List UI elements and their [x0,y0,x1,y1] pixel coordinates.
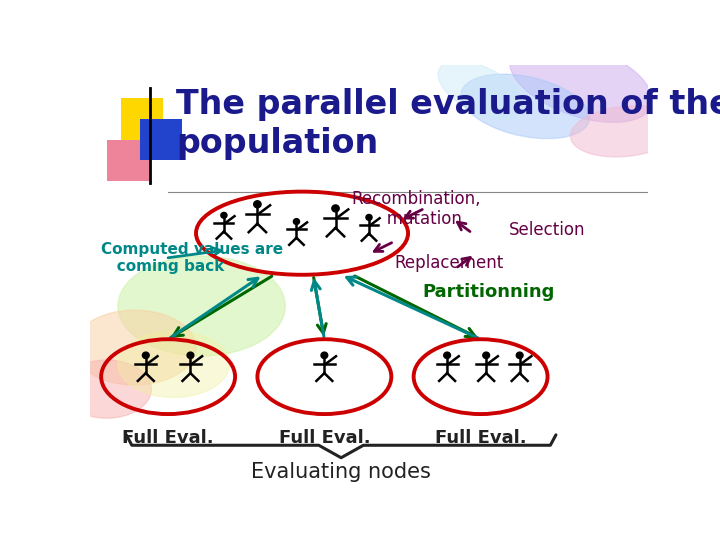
FancyBboxPatch shape [121,98,163,140]
Text: Evaluating nodes: Evaluating nodes [251,462,431,482]
Text: Recombination,
   mutation: Recombination, mutation [351,190,481,228]
Text: Selection: Selection [508,221,585,239]
Text: Full Eval.: Full Eval. [435,429,526,447]
Ellipse shape [143,352,149,359]
Ellipse shape [510,40,652,123]
Ellipse shape [187,352,194,359]
Text: Replacement: Replacement [394,254,503,272]
Ellipse shape [321,352,328,359]
Ellipse shape [332,205,339,212]
Ellipse shape [118,256,285,356]
Ellipse shape [73,310,196,385]
Ellipse shape [293,219,300,225]
Text: Full Eval.: Full Eval. [122,429,214,447]
Ellipse shape [221,212,227,218]
Ellipse shape [366,214,372,220]
Text: Partitionning: Partitionning [422,283,554,301]
Text: Full Eval.: Full Eval. [279,429,370,447]
FancyBboxPatch shape [140,119,182,160]
Text: Computed values are
   coming back: Computed values are coming back [101,241,283,274]
Ellipse shape [253,201,261,208]
Ellipse shape [516,352,523,359]
Text: The parallel evaluation of the
population: The parallel evaluation of the populatio… [176,87,720,160]
Ellipse shape [118,331,230,397]
Ellipse shape [461,74,590,139]
Ellipse shape [444,352,451,359]
Ellipse shape [438,61,523,119]
FancyBboxPatch shape [107,140,148,181]
Ellipse shape [62,360,151,418]
Ellipse shape [483,352,490,359]
Ellipse shape [570,106,681,157]
